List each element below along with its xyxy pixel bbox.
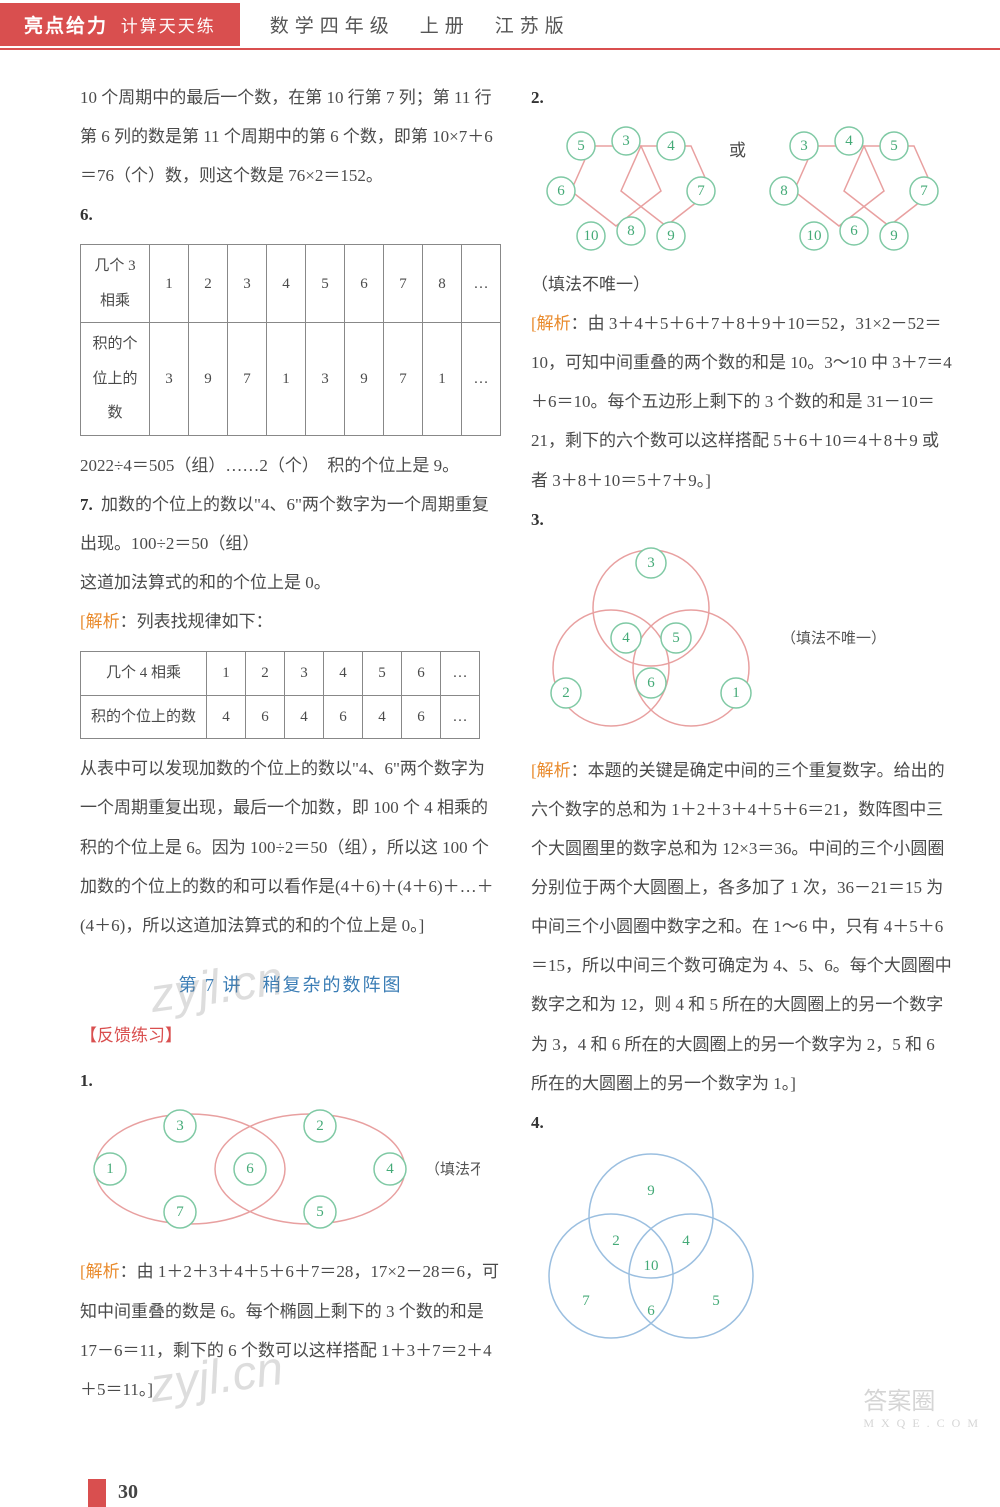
q1-note: （填法不唯一） [425, 1161, 480, 1178]
q3-diagram: 3 4 5 2 6 1 （填法不唯一） [531, 543, 952, 747]
svg-text:10: 10 [644, 1258, 659, 1274]
q4-svg: 9 2 4 10 7 6 5 [531, 1146, 771, 1346]
svg-text:3: 3 [176, 1118, 184, 1134]
q3-svg: 3 4 5 2 6 1 （填法不唯一） [531, 543, 931, 733]
left-intro: 10 个周期中的最后一个数，在第 10 行第 7 列；第 11 行第 6 列的数… [80, 78, 501, 195]
q2-analysis: [解析：由 3＋4＋5＋6＋7＋8＋9＋10＝52，31×2－52＝10，可知中… [531, 304, 952, 499]
svg-text:3: 3 [647, 555, 655, 571]
svg-text:5: 5 [890, 138, 898, 154]
q3-line: 3. [531, 500, 952, 539]
analysis-label-2: [解析 [531, 314, 571, 333]
svg-text:4: 4 [386, 1161, 394, 1177]
page-number-box: 30 [88, 1479, 1000, 1507]
svg-text:5: 5 [672, 630, 680, 646]
svg-text:1: 1 [732, 685, 740, 701]
q4-line: 4. [531, 1103, 952, 1142]
svg-text:2: 2 [316, 1118, 324, 1134]
svg-text:3: 3 [800, 138, 808, 154]
svg-text:8: 8 [780, 183, 788, 199]
analysis-label-3: [解析 [531, 761, 571, 780]
q2-line: 2. [531, 78, 952, 117]
svg-text:5: 5 [577, 138, 585, 154]
svg-text:5: 5 [712, 1293, 720, 1309]
svg-text:4: 4 [667, 138, 675, 154]
q6-num: 6. [80, 205, 93, 224]
svg-text:7: 7 [176, 1204, 184, 1220]
svg-text:5: 5 [316, 1204, 324, 1220]
svg-text:6: 6 [557, 183, 565, 199]
q7-p2: 这道加法算式的和的个位上是 0。 [80, 563, 501, 602]
header-subject: 数学四年级 上册 江苏版 [270, 11, 570, 38]
page-header: 亮点给力 计算天天练 数学四年级 上册 江苏版 [0, 0, 1000, 50]
svg-text:3: 3 [622, 133, 630, 149]
svg-text:4: 4 [845, 133, 853, 149]
q6-text: 2022÷4＝505（组）……2（个） 积的个位上是 9。 [80, 446, 501, 485]
svg-text:9: 9 [647, 1183, 655, 1199]
q7-table: 几个 4 相乘 1 2 3 4 5 6 … 积的个位上的数 4 6 4 6 4 … [80, 651, 480, 739]
q7-analysis-head: [解析：列表找规律如下： [80, 602, 501, 641]
svg-text:6: 6 [850, 223, 858, 239]
analysis-label: [解析 [80, 612, 120, 631]
svg-text:9: 9 [667, 228, 675, 244]
right-column: 2. 5 3 4 6 7 10 8 9 [531, 78, 952, 1409]
q3-note: （填法不唯一） [781, 630, 886, 647]
watermark-right: 答案圈M X Q E . C O M [863, 1381, 980, 1431]
svg-text:7: 7 [582, 1293, 590, 1309]
q3-num: 3. [531, 510, 544, 529]
left-column: 10 个周期中的最后一个数，在第 10 行第 7 列；第 11 行第 6 列的数… [80, 78, 501, 1409]
feedback-title: 【反馈练习】 [80, 1016, 501, 1055]
q2b-svg: 3 4 5 8 7 10 6 9 [754, 121, 944, 261]
q1-line: 1. [80, 1061, 501, 1100]
svg-text:6: 6 [647, 675, 655, 691]
page-body: 10 个周期中的最后一个数，在第 10 行第 7 列；第 11 行第 6 列的数… [0, 50, 1000, 1429]
section-title: 第 7 讲 稍复杂的数阵图 [80, 965, 501, 1006]
q1-analysis: [解析：由 1＋2＋3＋4＋5＋6＋7＝28，17×2－28＝6，可知中间重叠的… [80, 1252, 501, 1408]
pagenum-icon [88, 1479, 106, 1507]
q2-note: （填法不唯一） [531, 265, 952, 304]
q4-diagram: 9 2 4 10 7 6 5 [531, 1146, 952, 1360]
svg-text:7: 7 [697, 183, 705, 199]
svg-text:2: 2 [562, 685, 570, 701]
svg-text:10: 10 [807, 228, 822, 244]
svg-text:10: 10 [584, 228, 599, 244]
svg-text:9: 9 [890, 228, 898, 244]
q1-num: 1. [80, 1071, 93, 1090]
q6: 6. [80, 195, 501, 234]
q2-diagram: 5 3 4 6 7 10 8 9 或 [531, 121, 952, 261]
q7-p3: 从表中可以发现加数的个位上的数以"4、6"两个数字为一个周期重复出现，最后一个加… [80, 749, 501, 944]
svg-text:2: 2 [612, 1233, 620, 1249]
svg-text:6: 6 [647, 1303, 655, 1319]
q2-num: 2. [531, 88, 544, 107]
svg-text:4: 4 [682, 1233, 690, 1249]
q7-num: 7. [80, 495, 93, 514]
brand-text: 亮点给力 [24, 16, 108, 37]
svg-text:6: 6 [246, 1161, 254, 1177]
q4-num: 4. [531, 1113, 544, 1132]
svg-text:1: 1 [106, 1161, 114, 1177]
q3-analysis: [解析：本题的关键是确定中间的三个重复数字。给出的六个数字的总和为 1＋2＋3＋… [531, 751, 952, 1103]
svg-text:7: 7 [920, 183, 928, 199]
q7-p1: 7. 加数的个位上的数以"4、6"两个数字为一个周期重复出现。100÷2＝50（… [80, 485, 501, 563]
analysis-label-1: [解析 [80, 1262, 120, 1281]
q1-svg: 1 3 2 7 6 5 4 （填法不唯一） [80, 1104, 480, 1234]
svg-text:8: 8 [627, 223, 635, 239]
q2-or: 或 [729, 131, 746, 170]
q6-table: 几个 3 相乘 1 2 3 4 5 6 7 8 … 积的个位上的数 3 9 7 … [80, 244, 501, 436]
page-number: 30 [118, 1481, 138, 1504]
series-text: 计算天天练 [121, 17, 216, 36]
q1-diagram: 1 3 2 7 6 5 4 （填法不唯一） [80, 1104, 501, 1248]
header-brand: 亮点给力 计算天天练 [0, 3, 240, 46]
svg-text:4: 4 [622, 630, 630, 646]
watermark-right-sub: M X Q E . C O M [863, 1416, 980, 1431]
q2a-svg: 5 3 4 6 7 10 8 9 [531, 121, 721, 261]
